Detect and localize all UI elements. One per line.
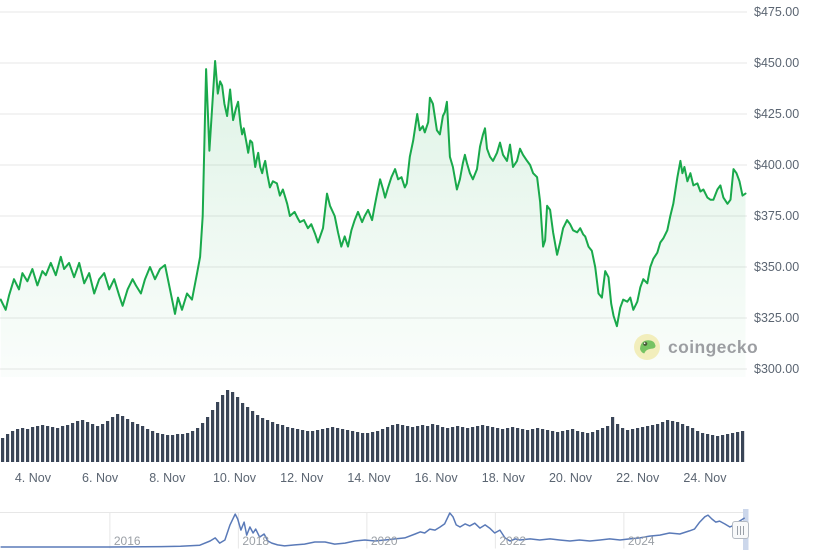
price-axis-label: $425.00 bbox=[754, 107, 800, 121]
navigator-handle[interactable] bbox=[732, 521, 749, 539]
price-axis-label: $475.00 bbox=[754, 5, 800, 19]
date-axis-label: 10. Nov bbox=[212, 471, 257, 485]
price-plot-area[interactable] bbox=[0, 0, 747, 380]
date-axis-label: 18. Nov bbox=[481, 471, 525, 485]
navigator-year-label: 2024 bbox=[627, 534, 655, 548]
price-axis-label: $450.00 bbox=[754, 56, 800, 70]
navigator-year-label: 2020 bbox=[370, 534, 398, 548]
volume-pane[interactable] bbox=[0, 384, 747, 462]
date-axis-label: 16. Nov bbox=[414, 471, 458, 485]
date-axis-label: 14. Nov bbox=[347, 471, 391, 485]
coingecko-logo-icon bbox=[634, 334, 660, 360]
date-axis-label: 8. Nov bbox=[149, 471, 186, 485]
coingecko-watermark-text: coingecko bbox=[668, 336, 759, 357]
navigator-year-label: 2018 bbox=[242, 534, 270, 548]
price-axis-label: $400.00 bbox=[754, 158, 800, 172]
price-axis-label: $325.00 bbox=[754, 311, 800, 325]
navigator-year-label: 2016 bbox=[113, 534, 141, 548]
date-axis-label: 20. Nov bbox=[548, 471, 593, 485]
price-axis-label: $375.00 bbox=[754, 209, 800, 223]
date-axis-label: 22. Nov bbox=[616, 471, 660, 485]
price-axis-label: $300.00 bbox=[754, 362, 800, 376]
navigator-year-label: 2022 bbox=[499, 534, 527, 548]
date-axis-label: 12. Nov bbox=[280, 471, 324, 485]
price-axis-label: $350.00 bbox=[754, 260, 800, 274]
date-axis-label: 24. Nov bbox=[683, 471, 727, 485]
date-axis-label: 6. Nov bbox=[82, 471, 119, 485]
coingecko-watermark: coingecko bbox=[633, 333, 758, 361]
date-axis-label: 4. Nov bbox=[14, 471, 51, 485]
